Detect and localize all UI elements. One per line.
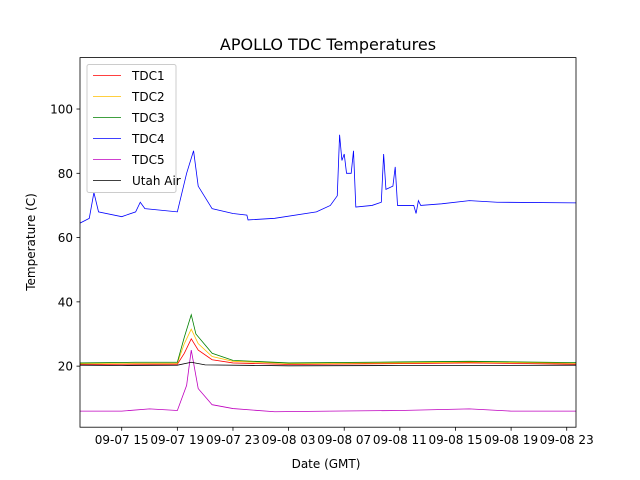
x-tick-label: 09-08 11 xyxy=(373,433,427,447)
x-tick-label: 09-07 15 xyxy=(95,433,149,447)
series-line-tdc5 xyxy=(80,349,576,413)
x-tick-label: 09-08 03 xyxy=(262,433,316,447)
y-tick-label: 60 xyxy=(58,231,73,245)
y-axis: 20 40 60 80 100 xyxy=(50,103,80,374)
y-axis-label: Temperature (C) xyxy=(24,193,38,292)
x-axis-label: Date (GMT) xyxy=(292,457,361,471)
y-tick-label: 20 xyxy=(58,360,73,374)
series-line-tdc4 xyxy=(80,134,576,224)
x-tick-label: 09-08 19 xyxy=(484,433,538,447)
series-line-tdc1 xyxy=(80,337,576,365)
x-tick-label: 09-07 23 xyxy=(206,433,260,447)
series-line-tdc2 xyxy=(80,328,576,364)
legend-label: TDC3 xyxy=(131,111,165,125)
x-tick-label: 09-07 19 xyxy=(150,433,204,447)
y-tick-label: 40 xyxy=(58,295,73,309)
legend-label: Utah Air xyxy=(132,174,181,188)
legend-entries: TDC1 TDC2 TDC3 TDC4 TDC5 Utah Air xyxy=(93,69,181,188)
x-axis: 09-07 15 09-07 19 09-07 23 09-08 03 09-08 07… xyxy=(95,427,594,447)
chart-title: APOLLO TDC Temperatures xyxy=(220,35,436,54)
legend-label: TDC2 xyxy=(131,90,165,104)
legend-label: TDC1 xyxy=(131,69,165,83)
x-tick-label: 09-08 15 xyxy=(429,433,483,447)
x-tick-label: 09-08 07 xyxy=(317,433,371,447)
legend-label: TDC4 xyxy=(131,132,165,146)
legend-label: TDC5 xyxy=(131,153,165,167)
plot-frame xyxy=(79,57,577,428)
y-tick-label: 100 xyxy=(50,103,73,117)
series-line-tdc3 xyxy=(80,313,576,364)
y-tick-label: 80 xyxy=(58,167,73,181)
legend: TDC1 TDC2 TDC3 TDC4 TDC5 Utah Air xyxy=(86,64,181,193)
series-line-utah-air xyxy=(80,361,576,367)
series-layer xyxy=(80,134,576,413)
x-tick-label: 09-08 23 xyxy=(540,433,594,447)
